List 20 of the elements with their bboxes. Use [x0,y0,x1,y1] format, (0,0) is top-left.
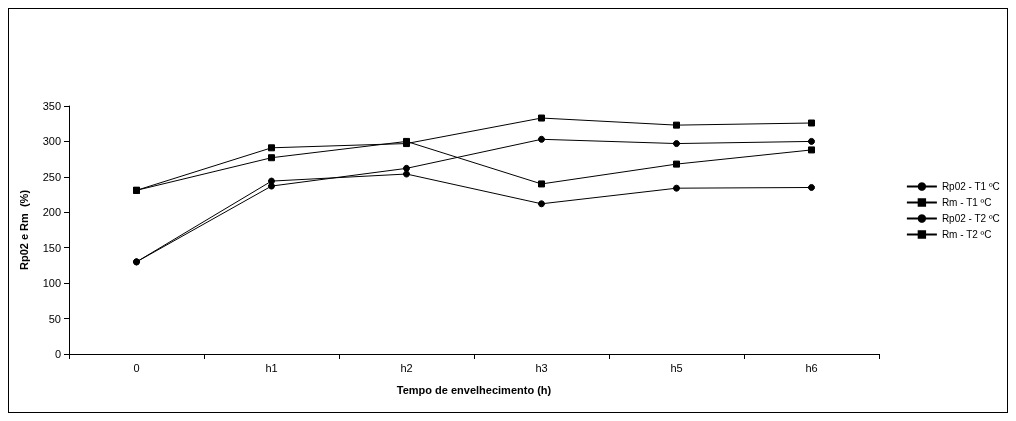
legend-label: Rp02 - T2 ºC [941,213,1000,224]
y-axis-title: Rp02 e Rm (%) [17,189,30,271]
x-tick-label: h3 [535,361,548,374]
x-tick-label: h5 [670,361,683,374]
x-tick-label: 0 [133,361,140,374]
y-tick-label: 0 [54,348,61,360]
y-tick-label: 200 [42,206,61,219]
y-tick-label: 50 [48,312,61,325]
legend-label: Rm - T1 ºC [941,197,992,208]
y-tick-label: 300 [42,135,61,148]
x-axis-title: Tempo de envelhecimento (h) [396,383,552,396]
y-tick-label: 150 [42,241,61,254]
x-tick-label: h2 [400,361,413,374]
x-tick-label: h1 [265,361,278,374]
y-tick-label: 250 [42,170,61,183]
y-tick-label: 100 [42,277,61,290]
y-tick-label: 350 [42,100,61,112]
legend-label: Rp02 - T1 ºC [941,181,1000,192]
legend-label: Rm - T2 ºC [941,229,992,240]
x-tick-label: h6 [805,361,818,374]
